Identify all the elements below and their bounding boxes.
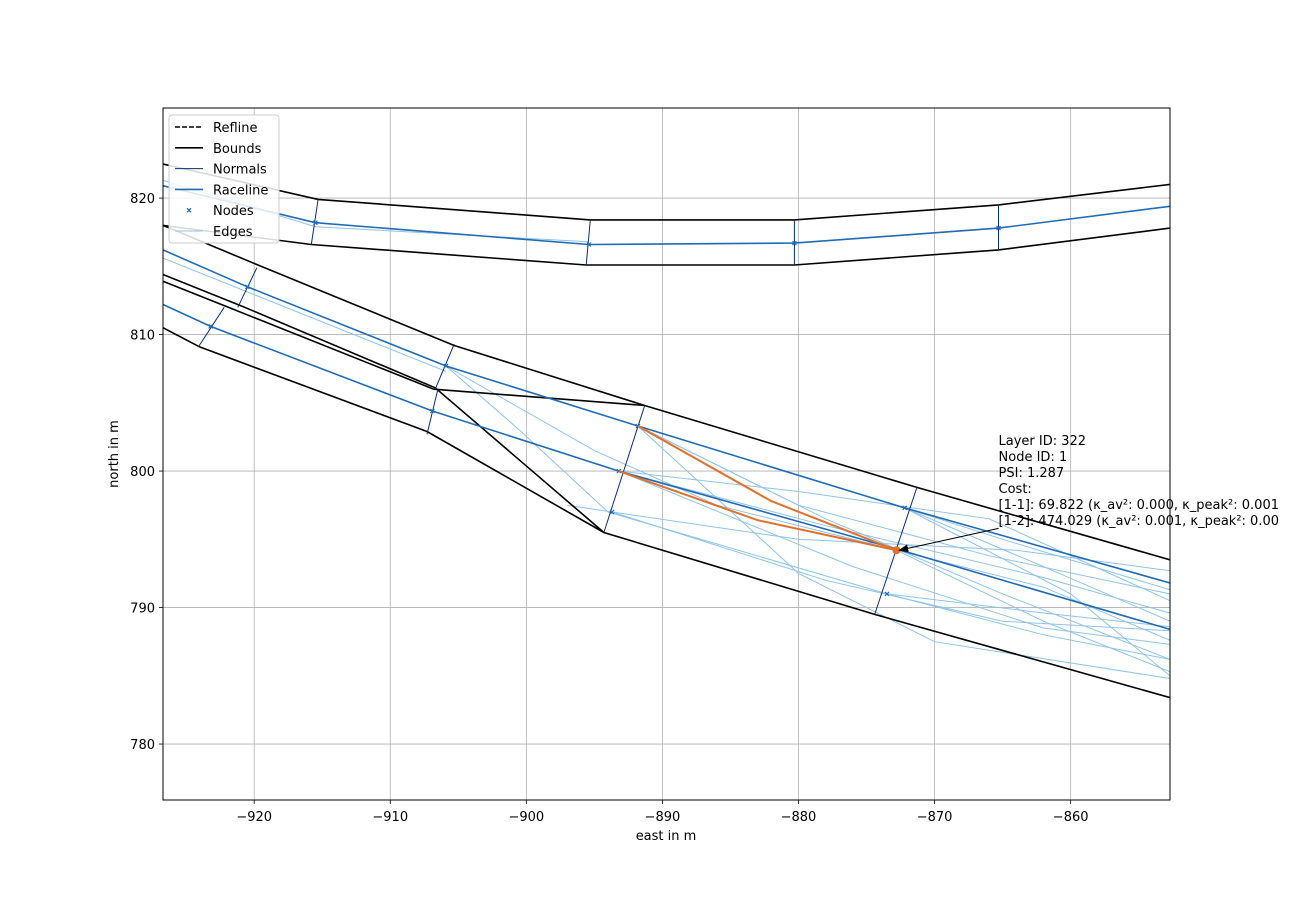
legend-item: Bounds: [175, 142, 262, 157]
legend-label: Normals: [213, 163, 267, 178]
annotation-line: [1-1]: 69.822 (κ_av²: 0.000, κ_peak²: 0.…: [999, 498, 1279, 513]
annotation-arrow: [898, 527, 999, 553]
edge-line: [896, 549, 1170, 641]
x-tick-label: −880: [781, 810, 817, 825]
node-marker: [443, 363, 449, 369]
x-tick-label: −910: [372, 810, 408, 825]
node-marker: [884, 591, 890, 597]
edge-line: [637, 425, 1170, 595]
node-marker: [609, 509, 615, 515]
y-axis-ticks: 780 790 800 810 820: [130, 192, 163, 753]
node-marker: [208, 323, 214, 329]
y-tick-label: 780: [130, 738, 155, 753]
bound-line: [163, 224, 1170, 561]
bound-line: [163, 326, 605, 534]
raceline-upper-track: [163, 185, 1170, 246]
raceline-middle-track: [163, 249, 1170, 584]
raceline-lower-track: [163, 303, 1170, 631]
edge-line: [445, 365, 888, 595]
x-tick-label: −900: [508, 810, 544, 825]
legend-label: Nodes: [213, 204, 254, 219]
annotation-line: [1-2]: 474.029 (κ_av²: 0.001, κ_peak²: 0…: [999, 514, 1279, 529]
edge-line: [567, 504, 613, 513]
bounds-layer: [163, 163, 1170, 699]
grid-lines: [163, 108, 1170, 800]
x-tick-label: −860: [1053, 810, 1089, 825]
plot-frame: [162, 107, 1171, 801]
bound-line: [163, 273, 1170, 699]
nodes-layer: [208, 220, 1001, 597]
legend-item: Normals: [175, 163, 267, 178]
node-marker: [902, 505, 908, 511]
bound-line: [163, 224, 1170, 266]
highlight-edge: [618, 470, 897, 552]
bound-line: [163, 163, 1170, 221]
y-tick-label: 810: [130, 329, 155, 344]
annotation-line: Node ID: 1: [999, 450, 1068, 465]
node-marker: [996, 225, 1001, 231]
node-marker: [312, 220, 318, 226]
raceline-layer: [163, 185, 1170, 631]
edge-line: [904, 507, 1170, 677]
x-tick-label: −870: [917, 810, 953, 825]
edge-line: [163, 257, 447, 372]
annotation-line: Cost:: [999, 482, 1032, 497]
annotation-line: Layer ID: 322: [999, 434, 1087, 449]
y-tick-label: 790: [130, 602, 155, 617]
edge-line: [886, 593, 1170, 628]
x-tick-label: −890: [645, 810, 681, 825]
normals-layer: [197, 199, 999, 615]
x-axis-ticks: −920 −910 −900 −890 −880 −870 −860: [236, 800, 1089, 825]
edge-line: [904, 507, 1170, 591]
edge-line: [896, 549, 1170, 673]
y-tick-label: 820: [130, 192, 155, 207]
edge-line: [618, 470, 1170, 645]
legend-label: Edges: [213, 225, 253, 240]
highlight-layer: [618, 425, 901, 555]
edge-line: [637, 425, 1170, 660]
node-marker: [244, 284, 250, 290]
x-axis-label: east in m: [636, 829, 697, 844]
legend-item: Nodes: [186, 204, 254, 219]
node-marker: [430, 408, 435, 414]
edge-line: [904, 507, 1170, 622]
legend-label: Refline: [213, 121, 257, 136]
bound-line: [163, 280, 645, 407]
normal-line: [585, 219, 591, 266]
x-tick-label: −920: [236, 810, 272, 825]
legend-item: Refline: [175, 121, 257, 136]
node-marker: [586, 242, 592, 247]
edge-line: [886, 593, 1170, 660]
edges-layer: [163, 179, 1170, 679]
edge-line: [445, 365, 897, 551]
edge-line: [618, 470, 1170, 614]
annotation-line: PSI: 1.287: [999, 466, 1065, 481]
legend: Refline Bounds Normals Raceline Nodes Edges: [168, 114, 280, 244]
y-axis-label: north in m: [107, 420, 122, 488]
node-marker: [791, 240, 797, 246]
y-tick-label: 800: [130, 465, 155, 480]
legend-label: Bounds: [213, 142, 262, 157]
legend-item: Raceline: [175, 183, 268, 198]
highlight-edge: [637, 425, 897, 552]
legend-item: Edges: [175, 225, 253, 240]
legend-swatch: [186, 207, 192, 213]
legend-label: Raceline: [213, 183, 268, 198]
